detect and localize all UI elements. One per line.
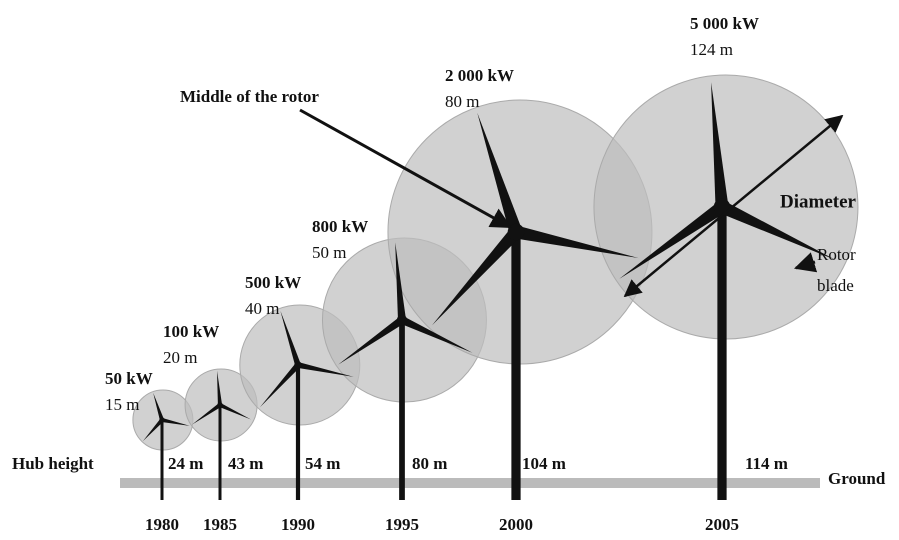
blade <box>514 225 639 259</box>
diameter-value: 15 m <box>105 395 139 414</box>
rotor-label: Rotor <box>817 245 856 264</box>
blade <box>142 418 164 442</box>
blade <box>259 363 301 408</box>
diameter-value: 20 m <box>163 348 197 367</box>
blade <box>280 310 301 366</box>
hub <box>713 198 731 216</box>
tower <box>295 365 301 500</box>
tower <box>218 405 222 500</box>
power-label: 5 000 kW <box>690 14 759 33</box>
tower <box>511 232 521 500</box>
diameter-value: 50 m <box>312 243 346 262</box>
blade <box>395 242 407 321</box>
blade-label: blade <box>817 276 854 295</box>
power-label: 500 kW <box>245 273 301 292</box>
hub <box>159 417 165 423</box>
hub <box>217 402 223 408</box>
diameter-value: 40 m <box>245 299 279 318</box>
hub-height-value: 54 m <box>305 454 340 473</box>
blade <box>297 362 354 377</box>
diameter-value: 80 m <box>445 92 479 111</box>
year-label: 1995 <box>385 515 419 534</box>
diameter-arrow <box>623 114 844 298</box>
blade <box>338 316 405 365</box>
year-label: 1990 <box>281 515 315 534</box>
year-label: 1980 <box>145 515 179 534</box>
tower <box>717 207 727 500</box>
diameter-value: 124 m <box>690 40 733 59</box>
tower <box>399 320 405 500</box>
blade <box>432 227 521 326</box>
power-label: 100 kW <box>163 322 219 341</box>
hub <box>396 314 408 326</box>
year-label: 2005 <box>705 515 739 534</box>
blade <box>191 403 222 425</box>
hub <box>507 223 525 241</box>
diameter-label: Diameter <box>780 191 857 212</box>
tower <box>160 420 164 500</box>
power-label: 50 kW <box>105 369 153 388</box>
hub-height-value: 43 m <box>228 454 263 473</box>
blade <box>217 370 223 406</box>
blade <box>161 417 190 426</box>
blade <box>400 316 473 353</box>
hub-height-value: 114 m <box>745 454 788 473</box>
ground <box>120 478 820 488</box>
blade <box>219 403 251 420</box>
power-label: 800 kW <box>312 217 368 236</box>
blade-arrow <box>793 252 818 273</box>
year-label: 1985 <box>203 515 237 534</box>
hub-height-value: 80 m <box>412 454 447 473</box>
hub-height-value: 24 m <box>168 454 203 473</box>
hub <box>294 361 302 369</box>
hub-height-label: Hub height <box>12 454 94 473</box>
blade <box>153 392 164 421</box>
hub-height-value: 104 m <box>522 454 566 473</box>
year-label: 2000 <box>499 515 533 534</box>
ground-label: Ground <box>828 469 886 488</box>
power-label: 2 000 kW <box>445 66 514 85</box>
blade <box>477 112 523 234</box>
middle-arrow <box>299 108 512 229</box>
middle-label: Middle of the rotor <box>180 87 319 106</box>
